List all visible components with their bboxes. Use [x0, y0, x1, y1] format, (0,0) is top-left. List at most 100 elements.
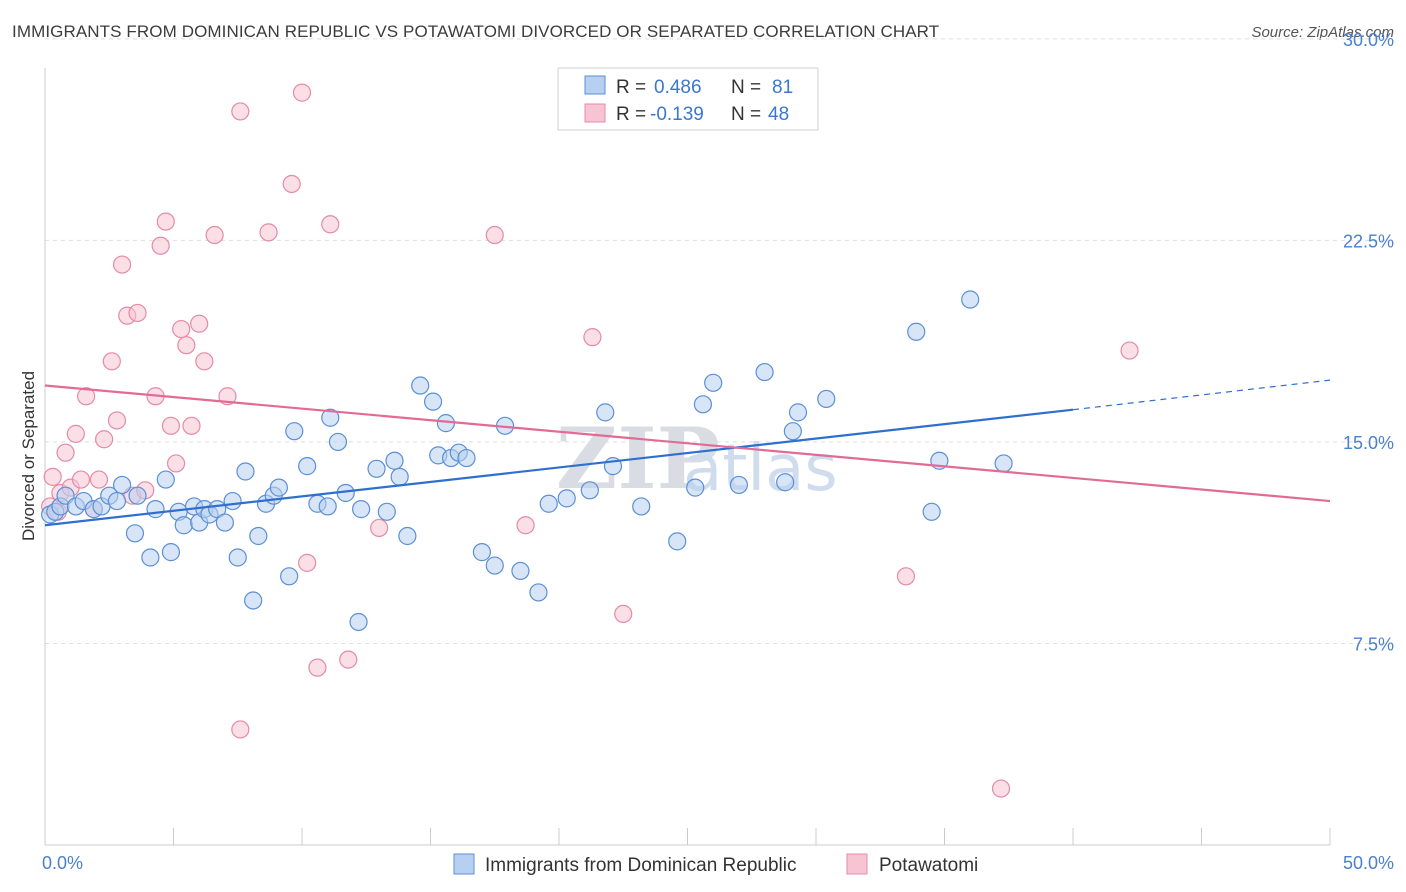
chart-title: IMMIGRANTS FROM DOMINICAN REPUBLIC VS PO… [12, 22, 940, 41]
dominican-trend-line [44, 408, 1074, 527]
dominican-point [557, 489, 576, 508]
dominican-point [318, 497, 337, 516]
dominican-point [693, 395, 713, 414]
dominican-point [755, 362, 774, 382]
dominican-point [529, 583, 548, 602]
dominican-point [668, 532, 687, 551]
potawatomi-point [102, 352, 121, 371]
dominican-point [411, 376, 430, 395]
potawatomi-point [172, 319, 191, 339]
dominican-point [141, 548, 160, 567]
dominican-point [321, 408, 340, 427]
dominican-point [285, 422, 304, 441]
series-legend-label-pink: Potawatomi [879, 855, 978, 876]
potawatomi-point [156, 212, 175, 231]
potawatomi-point [614, 604, 633, 624]
y-tick-label: 22.5% [1343, 231, 1394, 251]
watermark-atlas: atlas [683, 432, 838, 506]
dominican-point [596, 403, 615, 422]
dominican-point [269, 478, 288, 497]
dominican-point [817, 389, 836, 409]
y-tick-label: 15.0% [1343, 433, 1394, 453]
dominican-point [349, 612, 368, 632]
series-legend-label-blue: Immigrants from Dominican Republic [485, 855, 797, 876]
legend-n-value-1: 81 [772, 77, 793, 98]
dominican-point [328, 432, 348, 452]
dominican-point [390, 467, 409, 486]
y-tick-label: 7.5% [1353, 634, 1394, 654]
y-axis-label: Divorced or Separated [19, 371, 38, 541]
potawatomi-point [339, 650, 358, 669]
potawatomi-point [190, 314, 209, 333]
x-tick-label-max: 50.0% [1343, 853, 1394, 873]
series-legend-swatch-blue [453, 853, 475, 875]
dominican-point [367, 459, 386, 478]
x-tick-label-min: 0.0% [42, 853, 83, 873]
potawatomi-point [231, 102, 250, 121]
dominican-point [398, 526, 417, 546]
potawatomi-point [66, 424, 85, 443]
dominican-point [922, 502, 941, 521]
potawatomi-point [43, 467, 62, 486]
potawatomi-point [151, 236, 170, 255]
dominican-point [580, 481, 599, 500]
potawatomi-point [56, 443, 75, 462]
dominican-point [146, 500, 165, 519]
dominican-point [249, 526, 268, 546]
dominican-point [907, 322, 926, 341]
trend-lines [44, 379, 1331, 527]
dominican-point [994, 454, 1013, 473]
dominican-point [783, 422, 802, 441]
dominican-point [457, 448, 476, 468]
dominican-point [385, 451, 404, 470]
potawatomi-point [991, 779, 1011, 798]
potawatomi-point [321, 215, 340, 234]
source-label: Source: ZipAtlas.com [1251, 24, 1394, 41]
series-legend: Immigrants from Dominican Republic Potaw… [453, 853, 978, 876]
potawatomi-point [370, 518, 389, 538]
potawatomi-point [485, 225, 504, 245]
dominican-trend-extension [1072, 379, 1331, 411]
x-ticks [44, 828, 1331, 845]
potawatomi-point [583, 328, 602, 347]
series-legend-swatch-pink [846, 853, 868, 875]
y-tick-labels: 7.5% 15.0% 22.5% 30.0% [1343, 30, 1394, 655]
legend-swatch-blue [584, 75, 606, 95]
potawatomi-point [205, 225, 224, 245]
dominican-point [280, 567, 299, 586]
dominican-point [423, 392, 443, 411]
dominican-point [244, 591, 263, 610]
dominican-point [128, 486, 147, 505]
legend-n-value-2: 48 [768, 104, 789, 125]
potawatomi-point [95, 430, 114, 449]
potawatomi-point [195, 352, 214, 371]
potawatomi-point [166, 454, 186, 473]
dominican-point [686, 478, 705, 497]
dominican-points [41, 290, 1013, 632]
dominican-point [961, 290, 980, 309]
legend-n-label-1: N = [731, 77, 761, 98]
potawatomi-point [112, 255, 132, 274]
dominican-point [632, 497, 651, 516]
potawatomi-point [77, 387, 96, 406]
dominican-point [223, 491, 242, 511]
dominican-point [485, 556, 504, 575]
potawatomi-point [128, 303, 147, 323]
dominican-point [215, 513, 234, 532]
dominican-point [174, 516, 193, 535]
potawatomi-point [292, 83, 312, 102]
dominican-point [107, 491, 127, 511]
dominican-point [776, 473, 795, 492]
potawatomi-point [177, 336, 196, 355]
dominican-point [298, 457, 317, 476]
legend-swatch-pink [584, 103, 606, 123]
dominican-point [125, 524, 145, 543]
dominican-point [161, 543, 181, 562]
legend-r-value-1: 0.486 [654, 77, 702, 98]
potawatomi-point [298, 553, 317, 572]
potawatomi-point [516, 516, 535, 535]
potawatomi-point [282, 174, 301, 194]
potawatomi-point [71, 470, 91, 489]
dominican-point [352, 500, 371, 519]
